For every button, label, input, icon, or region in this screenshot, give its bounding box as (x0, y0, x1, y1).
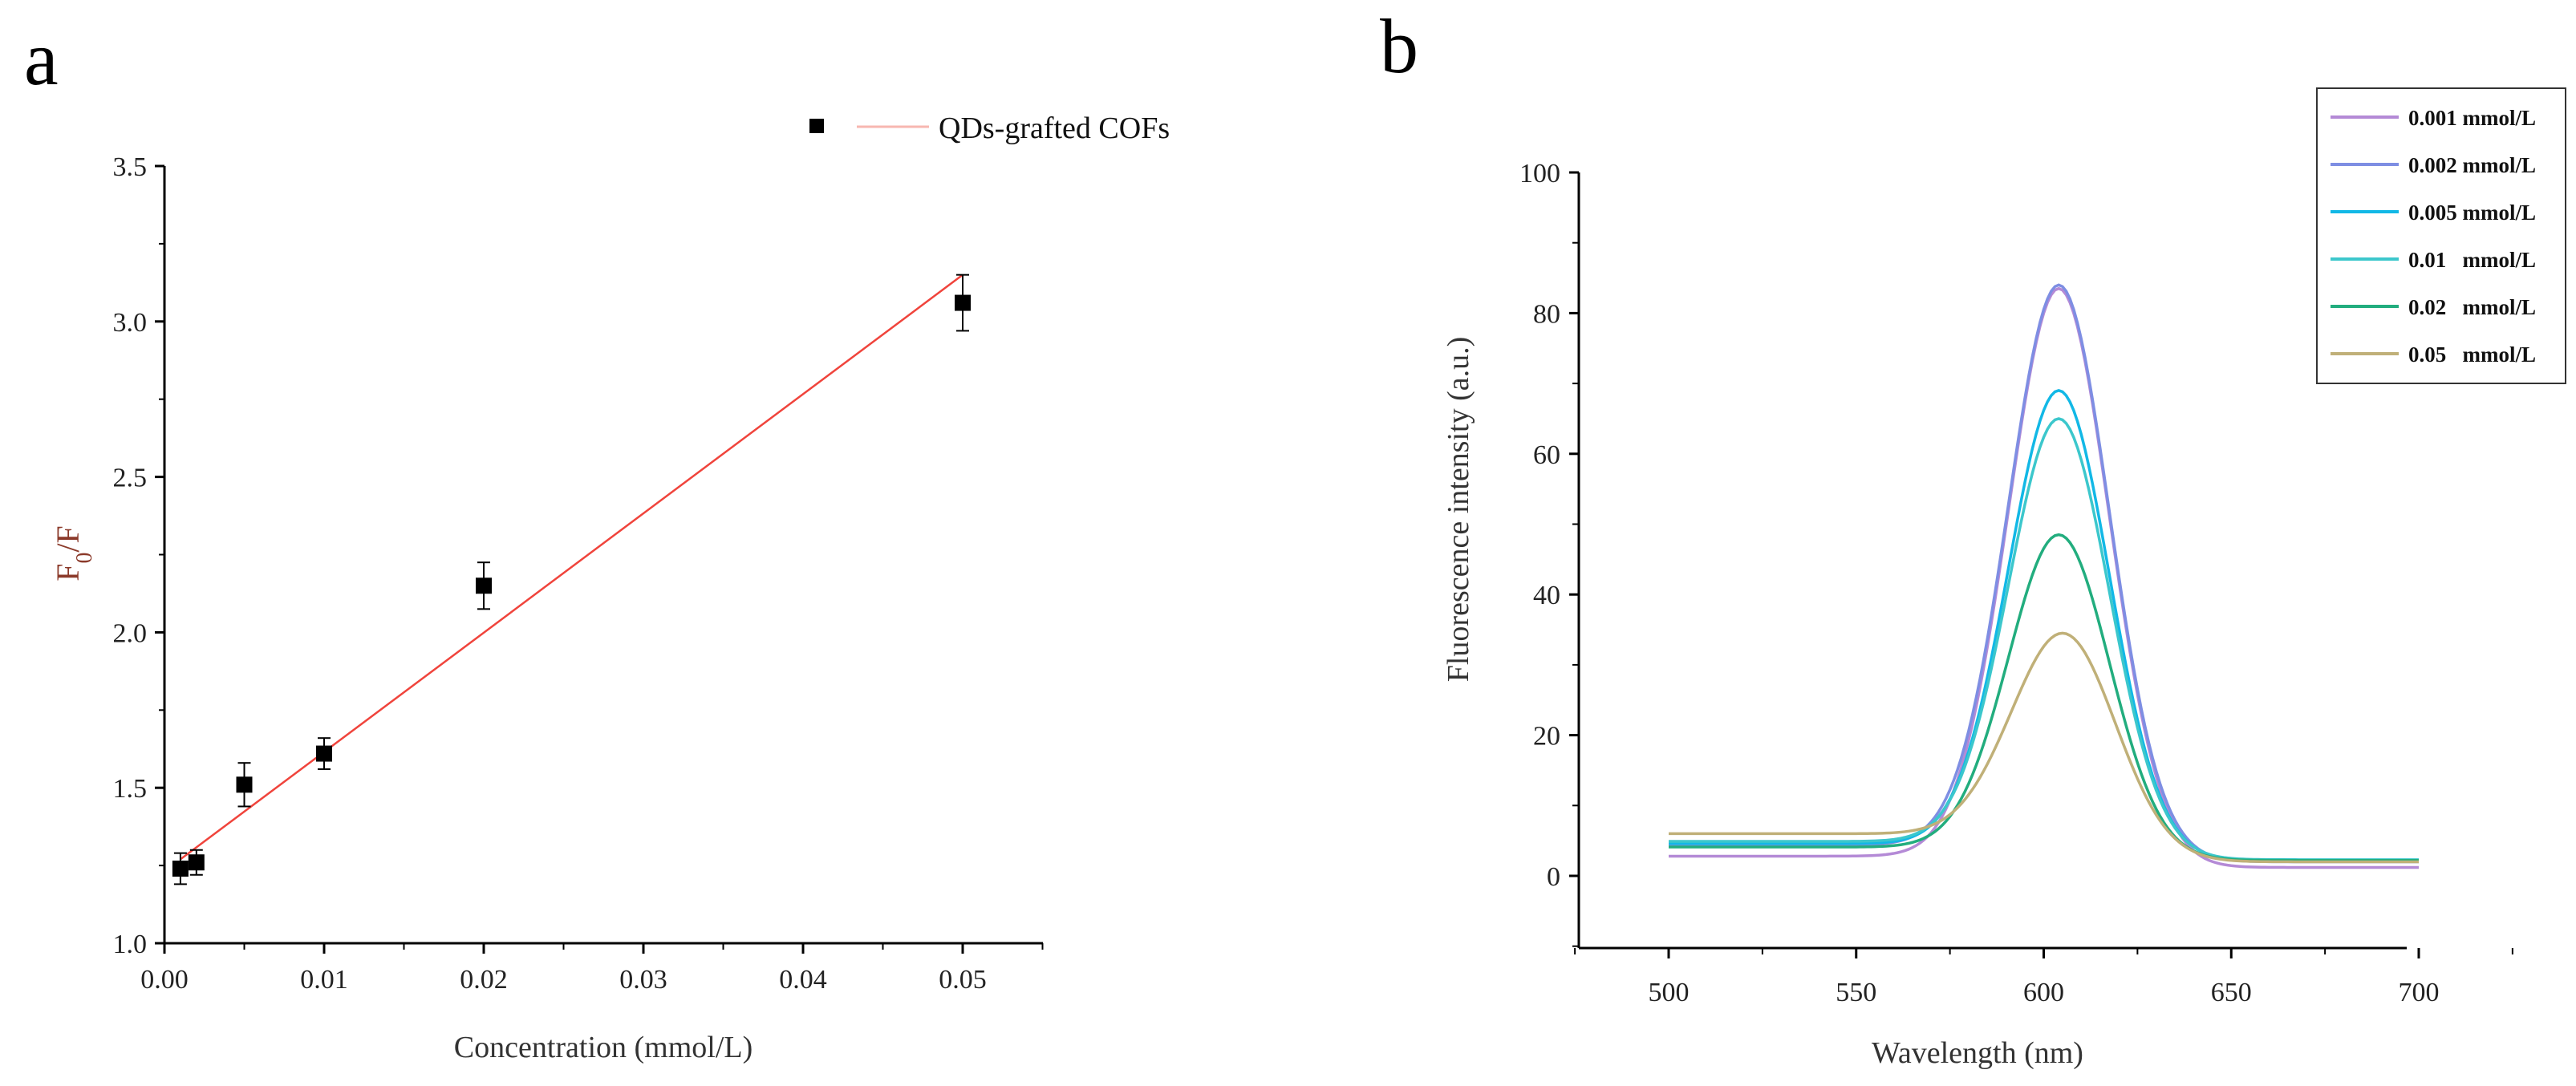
panel-b-legend-label: 0.02 mmol/L (2408, 295, 2536, 319)
panel-a-data-point (188, 854, 205, 871)
panel-b-y-tick-label: 40 (1533, 581, 1560, 610)
panel-a-scatter-chart: a 1.01.52.02.53.03.5 0.00 0.01 0.02 0.03 0.0… (24, 15, 1170, 1064)
panel-a-legend-marker (809, 119, 824, 133)
panel-b-legend-entries: 0.001 mmol/L 0.002 mmol/L 0.005 mmol/L 0.01… (2331, 106, 2536, 367)
panel-a-x-axis-label: Concentration (mmol/L) (454, 1031, 753, 1064)
panel-b-y-axis-label: Fluorescence intensity (a.u.) (1442, 337, 1475, 683)
panel-a-x-tick-label: 0.01 (300, 965, 348, 995)
panel-b-line-chart: b 0 20 40 60 80 100 500 550 600 650 700 Wavelengt… (1380, 3, 2566, 1070)
panel-b-y-tick-label: 80 (1533, 299, 1560, 329)
panel-a-y-axis-label-base: F (50, 564, 86, 581)
panel-b-x-tick-label: 700 (2399, 978, 2440, 1007)
panel-a-data-point (236, 776, 253, 793)
panel-a-data-point (316, 745, 332, 762)
panel-b-y-tick-label: 60 (1533, 440, 1560, 470)
panel-a-y-axis-label: F0/F (50, 525, 97, 581)
panel-b-x-axis-label: Wavelength (nm) (1872, 1036, 2083, 1070)
panel-b-y-tick-label: 20 (1533, 722, 1560, 752)
panel-b-legend-label: 0.002 mmol/L (2408, 153, 2536, 177)
panel-b-legend: 0.001 mmol/L 0.002 mmol/L 0.005 mmol/L 0.01… (2316, 87, 2566, 384)
panel-b-legend-label: 0.05 mmol/L (2408, 342, 2536, 367)
panel-a-data-point (955, 294, 971, 311)
panel-b-series-line (1669, 631, 2419, 864)
panel-a-label: a (24, 15, 59, 101)
panel-a-x-tick-label: 0.05 (939, 965, 987, 995)
panel-a-y-tick-label: 3.0 (113, 308, 148, 338)
panel-b-legend-label: 0.005 mmol/L (2408, 201, 2536, 225)
panel-b-legend-label: 0.01 mmol/L (2408, 248, 2536, 272)
panel-b-x-tick-label: 650 (2211, 978, 2252, 1007)
panel-a-x-tick-label: 0.04 (779, 965, 827, 995)
panel-b-x-tick-label: 600 (2023, 978, 2064, 1007)
panel-a-y-axis-label-suffix: /F (50, 525, 86, 552)
panel-b-x-tick-label: 550 (1836, 978, 1876, 1007)
panel-b-y-ticks: 0 20 40 60 80 100 (1519, 159, 1579, 947)
panel-a-y-tick-label: 2.5 (113, 464, 148, 493)
panel-a-y-tick-label: 3.5 (113, 152, 148, 182)
panel-b-y-tick-label: 100 (1519, 159, 1560, 188)
panel-a-y-axis-label-subscript: 0 (72, 553, 97, 564)
panel-a-y-tick-label: 2.0 (113, 618, 148, 648)
panel-a-x-tick-label: 0.02 (460, 965, 508, 995)
panel-b-legend-label: 0.001 mmol/L (2408, 106, 2536, 130)
panel-a-fit-line (180, 274, 963, 861)
panel-b-label: b (1380, 3, 1418, 89)
panel-b-x-tick-label: 500 (1649, 978, 1690, 1007)
panel-a-legend: QDs-grafted COFs (809, 111, 1170, 145)
panel-a-x-ticks: 0.00 0.01 0.02 0.03 0.04 0.05 (140, 943, 1044, 995)
panel-b-legend-box (2316, 87, 2566, 384)
panel-a-y-tick-label: 1.5 (113, 774, 148, 804)
panel-b-series-lines (1669, 283, 2419, 869)
panel-a-y-ticks: 1.0 1.5 2.0 2.5 3.0 3.5 (113, 152, 164, 959)
panel-a-data-point (476, 577, 492, 594)
panel-a-x-tick-label: 0.03 (619, 965, 667, 995)
panel-a-data-points (172, 274, 971, 885)
panel-a-data-point (172, 860, 189, 877)
panel-a-legend-label: QDs-grafted COFs (939, 111, 1170, 145)
panel-b-y-tick-label: 0 (1547, 862, 1560, 892)
panel-a-y-tick-label: 1.0 (113, 930, 148, 959)
panel-a-x-tick-label: 0.00 (140, 965, 189, 995)
panel-b-x-ticks: 500 550 600 650 700 (1574, 948, 2513, 1007)
